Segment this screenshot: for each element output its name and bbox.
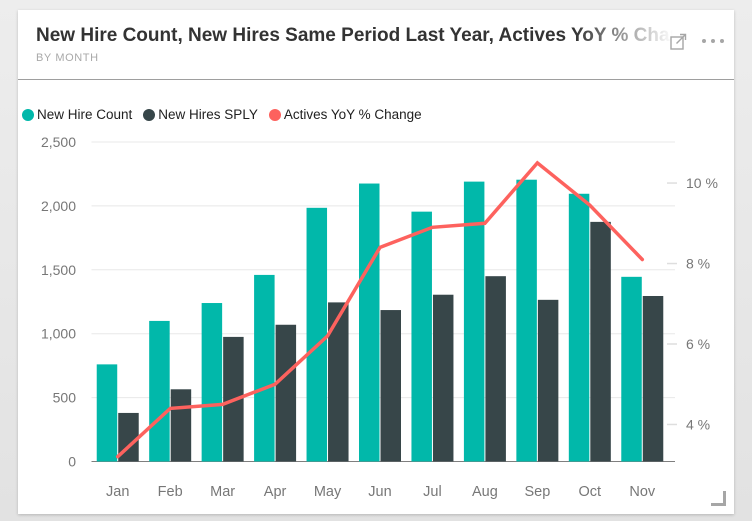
bar-new-hire-count[interactable] [621,276,642,462]
visual-title: New Hire Count, New Hires Same Period La… [36,25,704,46]
visual-header-actions [669,31,724,51]
bar-new-hire-count[interactable] [201,303,223,462]
x-axis-tick-label: Aug [472,484,498,500]
legend-swatch-icon [268,108,281,121]
y-axis-right-tick-label: 10 % [686,175,718,191]
line-actives-yoy-change[interactable] [115,160,645,459]
x-axis-tick-label: Jul [423,484,442,500]
legend-swatch-icon [143,108,156,121]
legend-item-label: New Hires SPLY [158,107,258,122]
bar-new-hires-sply[interactable] [642,295,664,462]
chart-legend: New Hire Count New Hires SPLY Actives YoY … [22,107,422,122]
x-axis-tick-label: Jan [106,484,129,500]
bar-new-hires-sply[interactable] [170,389,192,462]
legend-item[interactable]: New Hires SPLY [143,107,258,122]
bar-new-hire-count[interactable] [359,183,380,462]
y-axis-left-tick-label: 2,500 [41,134,76,150]
y-axis-left-tick-label: 1,000 [41,326,76,342]
x-axis-tick-label: Apr [264,484,287,500]
y-axis-right-tick-label: 4 % [686,416,710,432]
bar-new-hire-count[interactable] [149,320,170,462]
y-axis-left-tick-label: 500 [53,390,77,406]
bar-new-hire-count[interactable] [306,207,328,462]
legend-item-label: New Hire Count [37,107,133,122]
bar-new-hire-count[interactable] [568,193,590,462]
y-axis-right-tick-label: 8 % [686,256,710,272]
y-axis-left-tick-label: 0 [68,454,76,470]
x-axis-tick-label: Oct [579,484,602,500]
resize-handle-icon[interactable] [711,491,726,506]
legend-item-label: Actives YoY % Change [283,107,422,122]
x-axis-tick-label: May [314,484,342,500]
x-axis-tick-label: Nov [629,484,656,500]
bar-new-hire-count[interactable] [463,181,485,462]
legend-item[interactable]: New Hire Count [22,107,132,122]
more-options-icon[interactable] [702,36,724,46]
y-axis-right-tick-label: 6 % [686,336,710,352]
bar-new-hires-sply[interactable] [328,302,349,462]
y-axis-left-tick-label: 1,500 [41,262,76,278]
bar-new-hires-sply[interactable] [537,299,559,462]
legend-item[interactable]: Actives YoY % Change [268,107,422,122]
visual-subtitle: BY MONTH [36,52,99,64]
visual-tile: New Hire Count, New Hires Same Period La… [18,10,734,514]
chart-plot-area: 0 500 1,000 1,500 2,000 2,500 4 % 6 % 8 % 10 % Jan… [41,134,718,500]
y-axis-left-tick-label: 2,000 [41,198,76,214]
legend-swatch-icon [22,108,34,121]
x-axis-tick-label: Jun [368,484,391,500]
bar-new-hires-sply[interactable] [432,294,454,462]
x-axis-tick-label: Sep [524,484,550,500]
bar-new-hire-count[interactable] [516,179,537,462]
bar-new-hires-sply[interactable] [380,310,402,462]
header-divider [18,79,734,80]
bar-new-hire-count[interactable] [254,274,275,462]
bar-new-hire-count[interactable] [411,211,432,462]
visual-header: New Hire Count, New Hires Same Period La… [18,10,734,79]
focus-mode-icon[interactable] [669,31,689,51]
x-axis-tick-label: Feb [158,484,183,500]
bar-new-hires-sply[interactable] [275,324,297,462]
x-axis-tick-label: Mar [210,484,235,500]
bar-new-hires-sply[interactable] [485,276,506,462]
bar-new-hires-sply[interactable] [590,221,611,462]
bar-new-hire-count[interactable] [96,364,118,462]
